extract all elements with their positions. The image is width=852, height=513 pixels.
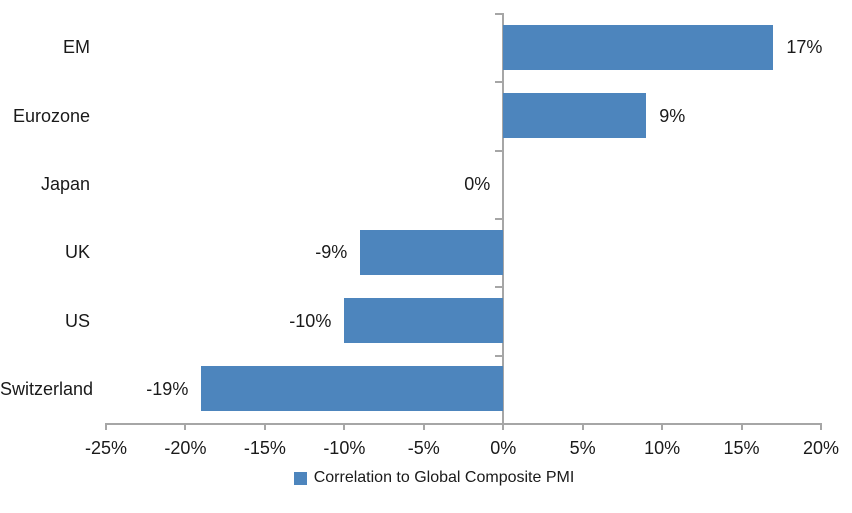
x-tick-label: -10% — [323, 438, 366, 458]
x-tick-label: -25% — [84, 438, 128, 458]
value-label: 0% — [464, 173, 491, 194]
bar — [503, 93, 647, 138]
x-tick — [502, 423, 505, 430]
legend-swatch-icon — [293, 472, 307, 485]
x-tick-label: 0% — [490, 438, 517, 458]
x-tick — [581, 423, 584, 430]
y-tick — [495, 286, 503, 289]
category-label: UK — [64, 242, 90, 263]
y-tick — [495, 149, 503, 152]
bar — [201, 366, 504, 412]
value-label: 17% — [786, 37, 823, 58]
x-tick — [820, 423, 822, 430]
legend: Correlation to Global Composite PMI — [8, 468, 852, 488]
value-label: -9% — [315, 242, 348, 263]
x-tick — [263, 423, 266, 430]
x-tick-label: -15% — [243, 438, 286, 458]
value-label: -19% — [146, 378, 189, 399]
x-tick — [184, 423, 187, 430]
bar — [503, 24, 774, 70]
value-label: -10% — [289, 310, 332, 331]
x-axis — [106, 423, 821, 425]
x-tick — [422, 423, 425, 430]
x-tick-label: 15% — [723, 438, 760, 458]
value-label: 9% — [659, 105, 686, 126]
legend-label: Correlation to Global Composite PMI — [313, 469, 575, 486]
category-label: Eurozone — [12, 105, 90, 126]
bar — [360, 229, 504, 275]
x-tick-label: -5% — [407, 438, 440, 458]
x-tick-label: 5% — [569, 438, 596, 458]
category-label: US — [64, 310, 90, 331]
y-axis — [502, 13, 505, 423]
x-tick — [105, 423, 107, 430]
bar — [344, 298, 504, 343]
y-tick — [495, 13, 503, 15]
x-tick-label: 20% — [802, 438, 840, 458]
category-label: Japan — [40, 173, 90, 194]
x-tick — [661, 423, 664, 430]
x-tick-label: 10% — [644, 438, 681, 458]
category-label: EM — [63, 37, 90, 58]
y-tick — [495, 81, 503, 84]
x-tick — [343, 423, 346, 430]
category-label: Switzerland — [0, 378, 94, 399]
y-tick — [495, 218, 503, 220]
x-tick — [740, 423, 743, 430]
x-tick-label: -20% — [164, 438, 207, 458]
y-tick — [495, 354, 503, 357]
